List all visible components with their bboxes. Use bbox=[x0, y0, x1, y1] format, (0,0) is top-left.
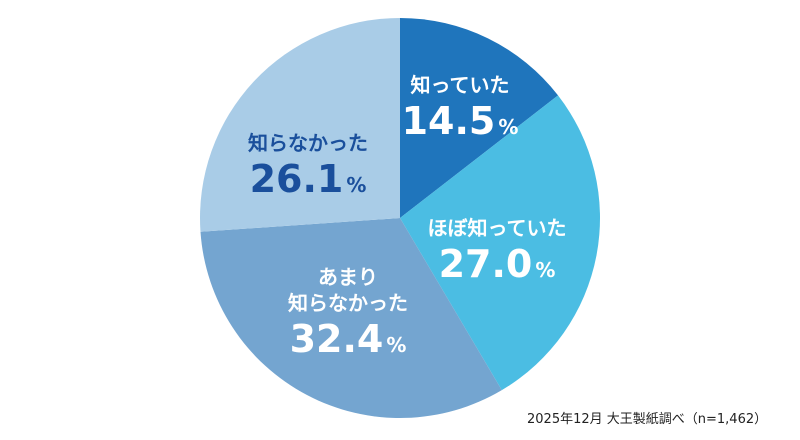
pie-slice bbox=[400, 95, 600, 391]
slice-label: 知らなかった bbox=[248, 131, 368, 155]
pie-slice bbox=[200, 18, 400, 232]
slice-label: あまり bbox=[318, 265, 378, 289]
slice-value-label: 32.4% bbox=[290, 317, 407, 361]
slice-value-label: 26.1% bbox=[250, 157, 367, 201]
slice-label: ほぼ知っていた bbox=[428, 216, 567, 240]
pie-slice bbox=[400, 18, 559, 218]
slice-value-label: 27.0% bbox=[439, 242, 556, 286]
slice-label: 知らなかった bbox=[288, 291, 408, 315]
slice-value-label: 14.5% bbox=[402, 99, 519, 143]
pie-slice bbox=[200, 218, 502, 418]
slice-label: 知っていた bbox=[411, 73, 510, 97]
footnote: 2025年12月 大王製紙調べ（n=1,462） bbox=[527, 412, 768, 427]
